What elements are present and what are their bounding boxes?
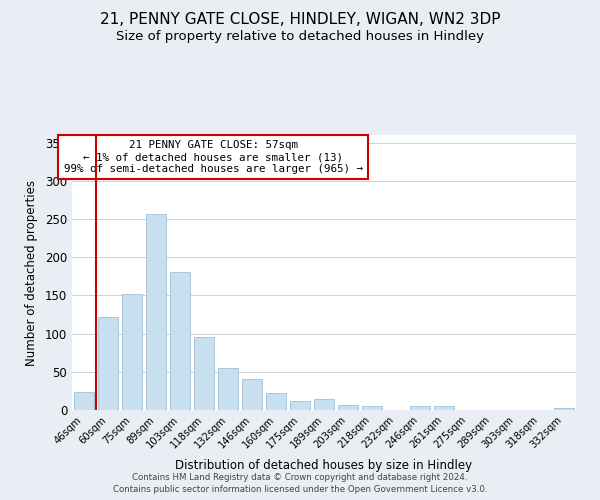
Text: Contains HM Land Registry data © Crown copyright and database right 2024.: Contains HM Land Registry data © Crown c… [132,474,468,482]
Bar [146,214,166,410]
Bar [194,338,214,410]
Text: Size of property relative to detached houses in Hindley: Size of property relative to detached ho… [116,30,484,43]
Bar [74,392,94,410]
Bar [170,272,190,410]
Bar [218,368,238,410]
Text: 21 PENNY GATE CLOSE: 57sqm
← 1% of detached houses are smaller (13)
99% of semi-: 21 PENNY GATE CLOSE: 57sqm ← 1% of detac… [64,140,362,173]
Bar [266,393,286,410]
Bar [554,408,574,410]
Bar [242,380,262,410]
Bar [290,401,310,410]
X-axis label: Distribution of detached houses by size in Hindley: Distribution of detached houses by size … [175,459,473,472]
Text: Contains public sector information licensed under the Open Government Licence v3: Contains public sector information licen… [113,485,487,494]
Bar [314,400,334,410]
Bar [98,317,118,410]
Bar [434,406,454,410]
Bar [122,294,142,410]
Text: 21, PENNY GATE CLOSE, HINDLEY, WIGAN, WN2 3DP: 21, PENNY GATE CLOSE, HINDLEY, WIGAN, WN… [100,12,500,28]
Bar [362,406,382,410]
Bar [410,406,430,410]
Y-axis label: Number of detached properties: Number of detached properties [25,180,38,366]
Bar [338,406,358,410]
